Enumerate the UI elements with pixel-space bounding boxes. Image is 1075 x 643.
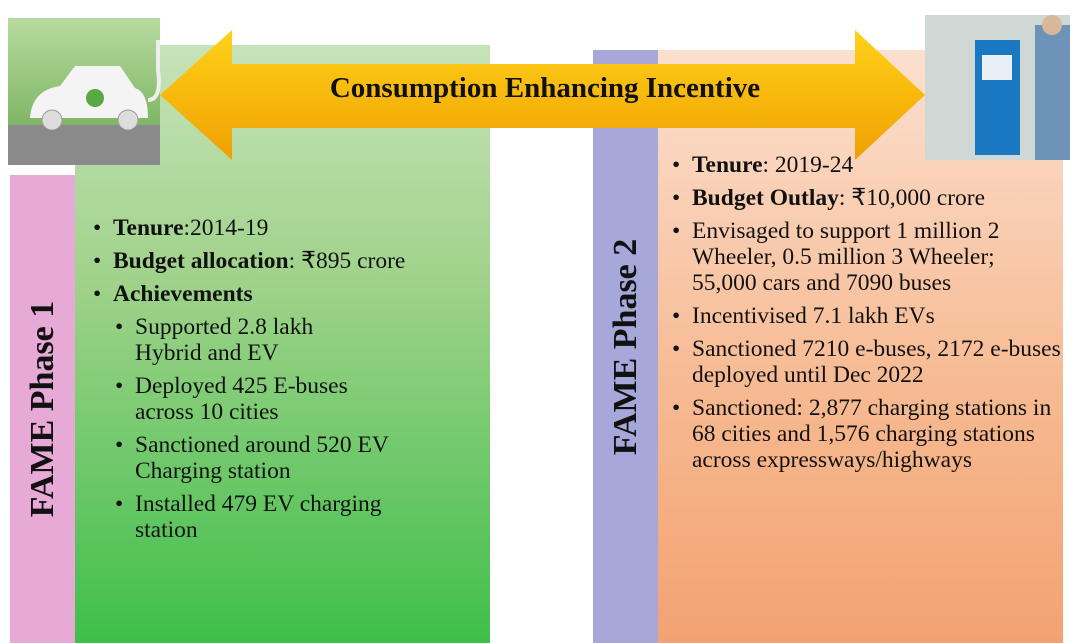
subitem: Installed 479 EV charging station xyxy=(115,491,425,543)
arrow-label: Consumption Enhancing Incentive xyxy=(330,72,760,104)
charger-image xyxy=(925,15,1070,160)
text: :2014-19 xyxy=(184,215,269,241)
subitem: Supported 2.8 lakh Hybrid and EV xyxy=(115,314,375,366)
phase2-list: Tenure: 2019-24 Budget Outlay: ₹10,000 c… xyxy=(672,152,1057,480)
text: Achievements xyxy=(113,281,253,307)
car-image xyxy=(8,18,160,165)
item: Sanctioned 7210 e-buses, 2172 e-buses de… xyxy=(672,336,1062,388)
text: Tenure xyxy=(113,215,184,241)
arrow-layer: Consumption Enhancing Incentive xyxy=(0,0,1075,200)
text: : ₹895 crore xyxy=(289,248,406,274)
item: Tenure:2014-19 xyxy=(93,215,483,241)
subitem: Sanctioned around 520 EV Charging statio… xyxy=(115,432,435,484)
item: Incentivised 7.1 lakh EVs xyxy=(672,303,1057,329)
phase1-list: Tenure:2014-19 Budget allocation: ₹895 c… xyxy=(93,215,483,550)
subitem: Deployed 425 E-buses across 10 cities xyxy=(115,373,375,425)
phase1-title: FAME Phase 1 xyxy=(24,301,62,518)
item: Budget allocation: ₹895 crore xyxy=(93,248,483,274)
slide: FAME Phase 1 Tenure:2014-19 Budget alloc… xyxy=(0,0,1075,643)
item: Achievements xyxy=(93,281,483,307)
phase1-strip: FAME Phase 1 xyxy=(10,175,75,643)
item: Envisaged to support 1 million 2 Wheeler… xyxy=(672,218,1047,296)
phase2-title: FAME Phase 2 xyxy=(607,238,645,455)
item: Sanctioned: 2,877 charging stations in 6… xyxy=(672,395,1067,473)
text: Budget allocation xyxy=(113,248,289,274)
